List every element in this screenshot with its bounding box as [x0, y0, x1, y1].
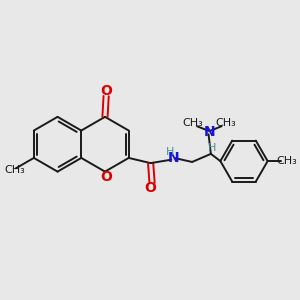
Text: O: O	[145, 181, 157, 195]
Text: N: N	[167, 151, 179, 165]
Text: O: O	[100, 85, 112, 98]
Text: O: O	[100, 170, 112, 184]
Text: CH₃: CH₃	[182, 118, 203, 128]
Text: CH₃: CH₃	[276, 156, 297, 166]
Text: H: H	[208, 142, 216, 152]
Text: N: N	[204, 125, 215, 139]
Text: CH₃: CH₃	[215, 118, 236, 128]
Text: H: H	[166, 148, 174, 158]
Text: CH₃: CH₃	[4, 165, 25, 175]
